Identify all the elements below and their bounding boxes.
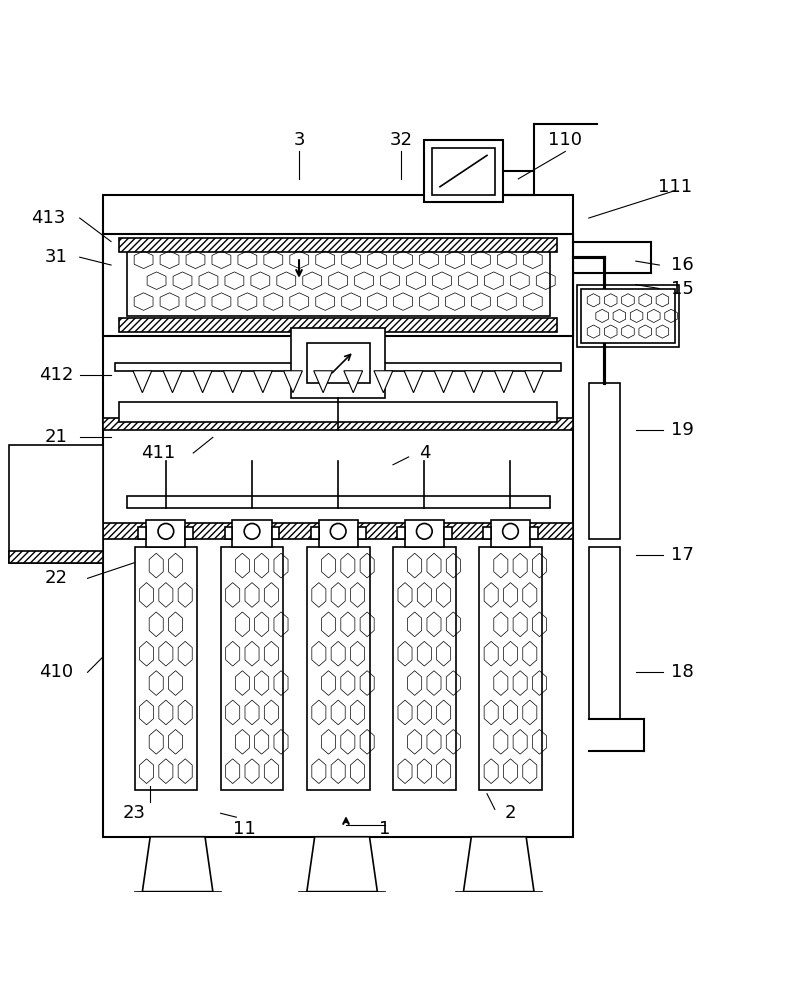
- Polygon shape: [374, 371, 393, 393]
- Polygon shape: [284, 371, 303, 393]
- Polygon shape: [494, 371, 513, 393]
- Text: 413: 413: [31, 209, 65, 227]
- Circle shape: [503, 523, 518, 539]
- Bar: [119, 238, 557, 252]
- Bar: [291, 328, 385, 398]
- Bar: [581, 289, 675, 343]
- Bar: [127, 496, 549, 508]
- Bar: [483, 527, 491, 539]
- Text: 410: 410: [39, 663, 73, 681]
- Bar: [299, 892, 385, 899]
- Polygon shape: [465, 371, 483, 393]
- Polygon shape: [193, 371, 212, 393]
- Polygon shape: [223, 371, 242, 393]
- Bar: [310, 527, 318, 539]
- Text: 110: 110: [549, 131, 582, 149]
- Polygon shape: [253, 371, 272, 393]
- Bar: [134, 547, 197, 790]
- Bar: [397, 527, 405, 539]
- Bar: [393, 547, 456, 790]
- Bar: [119, 318, 557, 332]
- Bar: [530, 527, 538, 539]
- Bar: [318, 520, 358, 547]
- Bar: [307, 547, 369, 790]
- Bar: [405, 520, 444, 547]
- Bar: [307, 343, 369, 383]
- Circle shape: [244, 523, 260, 539]
- Polygon shape: [524, 371, 543, 393]
- Text: 1: 1: [380, 820, 391, 838]
- Text: 32: 32: [389, 131, 413, 149]
- Bar: [589, 547, 620, 719]
- Polygon shape: [133, 371, 152, 393]
- Bar: [358, 527, 365, 539]
- Bar: [103, 234, 573, 336]
- Polygon shape: [404, 371, 423, 393]
- Bar: [491, 520, 530, 547]
- Text: 15: 15: [671, 280, 694, 298]
- Bar: [444, 527, 452, 539]
- Bar: [9, 445, 103, 563]
- Polygon shape: [163, 371, 182, 393]
- Text: 2: 2: [505, 804, 516, 822]
- Bar: [432, 148, 495, 195]
- Circle shape: [158, 523, 174, 539]
- Bar: [127, 245, 549, 316]
- Text: 23: 23: [123, 804, 146, 822]
- Text: 411: 411: [141, 444, 175, 462]
- Bar: [424, 140, 503, 202]
- Text: 17: 17: [671, 546, 694, 564]
- Text: 19: 19: [671, 421, 694, 439]
- Bar: [479, 547, 542, 790]
- Text: 3: 3: [293, 131, 305, 149]
- Text: 412: 412: [39, 366, 73, 384]
- Bar: [115, 363, 561, 371]
- Bar: [134, 892, 221, 899]
- Bar: [272, 527, 280, 539]
- Bar: [221, 547, 283, 790]
- Text: 18: 18: [671, 663, 694, 681]
- Bar: [185, 527, 193, 539]
- Text: 111: 111: [658, 178, 692, 196]
- Bar: [456, 892, 542, 899]
- Bar: [9, 551, 103, 563]
- Text: 11: 11: [233, 820, 255, 838]
- Circle shape: [330, 523, 346, 539]
- Bar: [103, 523, 573, 539]
- Text: 16: 16: [671, 256, 694, 274]
- Polygon shape: [142, 837, 213, 892]
- Polygon shape: [314, 371, 332, 393]
- Polygon shape: [434, 371, 453, 393]
- Text: 4: 4: [419, 444, 430, 462]
- Bar: [103, 195, 573, 837]
- Bar: [146, 520, 185, 547]
- Bar: [577, 285, 679, 347]
- Text: 31: 31: [45, 248, 68, 266]
- Polygon shape: [464, 837, 534, 892]
- Polygon shape: [343, 371, 362, 393]
- Bar: [589, 383, 620, 539]
- Polygon shape: [307, 837, 377, 892]
- Text: 21: 21: [45, 428, 68, 446]
- Bar: [225, 527, 233, 539]
- Bar: [119, 402, 557, 422]
- Bar: [103, 418, 573, 430]
- Bar: [138, 527, 146, 539]
- Bar: [233, 520, 272, 547]
- Circle shape: [417, 523, 432, 539]
- Text: 22: 22: [45, 569, 68, 587]
